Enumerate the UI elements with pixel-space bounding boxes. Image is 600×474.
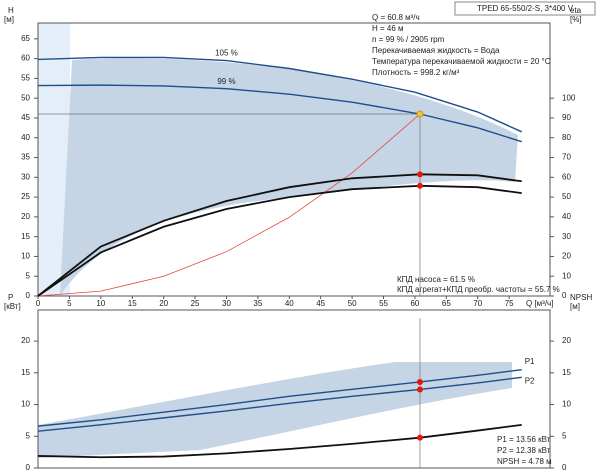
x-tick-label: 5 bbox=[67, 299, 72, 308]
x-tick-label: 60 bbox=[410, 299, 419, 308]
y-tick-label: 10 bbox=[21, 252, 30, 261]
x-tick-label: 25 bbox=[191, 299, 200, 308]
y-tick-label: 35 bbox=[21, 153, 30, 162]
x-tick-label: 50 bbox=[348, 299, 357, 308]
curve-label: P1 bbox=[525, 357, 535, 366]
y-tick-label: 5 bbox=[26, 431, 31, 440]
x-tick-label: 20 bbox=[159, 299, 168, 308]
y2-tick-label: 10 bbox=[562, 271, 571, 280]
operating-point bbox=[416, 378, 423, 385]
series-line bbox=[37, 376, 522, 432]
x-tick-label: 30 bbox=[222, 299, 231, 308]
info: Перекачиваемая жидкость = Вода bbox=[372, 46, 500, 55]
y-tick-label: 15 bbox=[21, 232, 30, 241]
y-tick-label: 60 bbox=[21, 54, 30, 63]
y-tick-label: 25 bbox=[21, 192, 30, 201]
x-tick-label: 75 bbox=[505, 299, 514, 308]
y2-axis-label: NPSH bbox=[570, 293, 592, 302]
series-line bbox=[37, 173, 522, 297]
info: H = 46 м bbox=[372, 24, 404, 33]
y-axis-unit: [кВт] bbox=[4, 302, 21, 311]
y2-tick-label: 30 bbox=[562, 232, 571, 241]
y-tick-label: 50 bbox=[21, 93, 30, 102]
curve-label: 105 % bbox=[215, 49, 238, 58]
y-tick-label: 15 bbox=[21, 368, 30, 377]
y-tick-label: 0 bbox=[26, 463, 31, 472]
y2-axis-label: eta bbox=[570, 6, 582, 15]
range-area bbox=[60, 58, 518, 296]
operating-point bbox=[416, 434, 423, 441]
y-axis-unit: [м] bbox=[4, 15, 14, 24]
y2-tick-label: 10 bbox=[562, 400, 571, 409]
range-area bbox=[38, 362, 512, 458]
x-tick-label: 10 bbox=[96, 299, 105, 308]
range-light bbox=[38, 23, 70, 296]
title: TPED 65-550/2-S, 3*400 V bbox=[477, 4, 574, 13]
y2-axis-unit: [%] bbox=[570, 15, 582, 24]
y-tick-label: 20 bbox=[21, 212, 30, 221]
power-info: P1 = 13.56 кВт bbox=[497, 435, 551, 444]
y2-tick-label: 70 bbox=[562, 153, 571, 162]
operating-point bbox=[416, 182, 423, 189]
y2-tick-label: 15 bbox=[562, 368, 571, 377]
y2-tick-label: 90 bbox=[562, 113, 571, 122]
series-line bbox=[37, 368, 522, 427]
y-tick-label: 10 bbox=[21, 400, 30, 409]
y2-tick-label: 60 bbox=[562, 172, 571, 181]
efficiency-info: КПД агрегат+КПД преобр. частоты = 55.7 % bbox=[397, 285, 560, 294]
x-tick-label: 55 bbox=[379, 299, 388, 308]
info: Температура перекачиваемой жидкости = 20… bbox=[372, 57, 551, 66]
x-tick-label: 65 bbox=[442, 299, 451, 308]
x-tick-label: 45 bbox=[316, 299, 325, 308]
x-tick-label: 35 bbox=[253, 299, 262, 308]
y2-tick-label: 40 bbox=[562, 212, 571, 221]
series-line bbox=[37, 56, 523, 133]
x-tick-label: 0 bbox=[36, 299, 41, 308]
title-box bbox=[454, 1, 596, 16]
y2-tick-label: 0 bbox=[562, 463, 567, 472]
y-tick-label: 55 bbox=[21, 74, 30, 83]
y2-tick-label: 5 bbox=[562, 431, 567, 440]
plot-frame bbox=[37, 22, 551, 297]
y-tick-label: 40 bbox=[21, 133, 30, 142]
efficiency-info: КПД насоса = 61.5 % bbox=[397, 275, 475, 284]
curve-label: P2 bbox=[525, 376, 535, 385]
x-tick-label: 15 bbox=[128, 299, 137, 308]
series-line bbox=[37, 184, 522, 297]
operating-point bbox=[416, 110, 424, 118]
y-tick-label: 0 bbox=[26, 291, 31, 300]
y-tick-label: 65 bbox=[21, 34, 30, 43]
y2-tick-label: 100 bbox=[562, 93, 576, 102]
x-axis-label: Q [м³/ч] bbox=[526, 299, 553, 308]
power-info: NPSH = 4.78 м bbox=[497, 457, 552, 466]
info: Q = 60.8 м³/ч bbox=[372, 13, 420, 22]
y2-tick-label: 20 bbox=[562, 336, 571, 345]
series-line bbox=[37, 113, 421, 297]
y2-tick-label: 80 bbox=[562, 133, 571, 142]
operating-point bbox=[416, 171, 423, 178]
y-tick-label: 5 bbox=[26, 271, 31, 280]
y-tick-label: 30 bbox=[21, 172, 30, 181]
y2-tick-label: 50 bbox=[562, 192, 571, 201]
info: Плотность = 998.2 кг/м³ bbox=[372, 68, 460, 77]
info: n = 99 % / 2905 rpm bbox=[372, 35, 445, 44]
y2-tick-label: 20 bbox=[562, 252, 571, 261]
y-tick-label: 20 bbox=[21, 336, 30, 345]
y-axis-label: H bbox=[8, 6, 14, 15]
y-tick-label: 45 bbox=[21, 113, 30, 122]
power-info: P2 = 12.38 кВт bbox=[497, 446, 551, 455]
series-line bbox=[37, 84, 522, 143]
y2-axis-unit: [м] bbox=[570, 302, 580, 311]
y2-tick-label: 0 bbox=[562, 291, 567, 300]
x-tick-label: 70 bbox=[473, 299, 482, 308]
operating-point bbox=[416, 386, 423, 393]
y-axis-label: P bbox=[8, 293, 13, 302]
series-line bbox=[37, 423, 522, 459]
x-tick-label: 40 bbox=[285, 299, 294, 308]
plot-frame bbox=[37, 309, 551, 469]
curve-label: 99 % bbox=[217, 77, 235, 86]
